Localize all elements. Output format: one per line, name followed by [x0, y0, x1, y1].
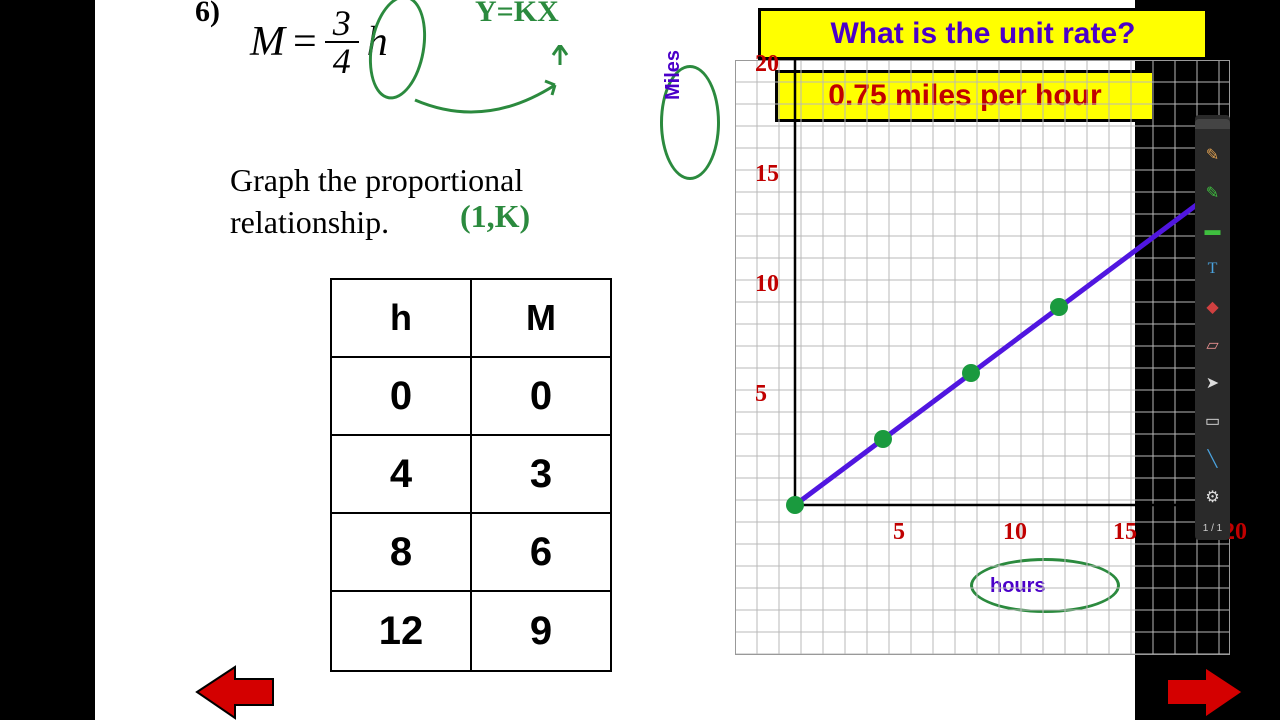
pen-green-icon[interactable]: ✎	[1201, 181, 1225, 205]
equation-lhs: M	[250, 18, 285, 66]
handwriting-arrow	[405, 45, 675, 135]
y-tick-label: 10	[755, 271, 779, 298]
handwriting-one-k: (1,K)	[460, 198, 530, 235]
pencil-icon[interactable]: ✎	[1201, 143, 1225, 167]
table-cell: 4	[331, 435, 471, 513]
annotation-toolbar[interactable]: ✎ ✎ ▬ T ◆ ▱ ➤ ▭ ╲ ⚙ 1 / 1	[1195, 115, 1230, 540]
data-table: hM 004386129	[330, 278, 612, 672]
shape-icon[interactable]: ◆	[1201, 295, 1225, 319]
y-tick-label: 15	[755, 161, 779, 188]
y-axis-label: Miles	[662, 50, 685, 100]
table-cell: 3	[471, 435, 611, 513]
proportional-graph	[735, 60, 1230, 655]
next-page-arrow[interactable]	[1165, 665, 1245, 720]
table-header: M	[471, 279, 611, 357]
x-tick-label: 10	[1003, 519, 1027, 546]
text-tool-icon[interactable]: T	[1201, 257, 1225, 281]
y-tick-label: 20	[755, 51, 779, 78]
fraction: 3 4	[325, 5, 359, 79]
toolbar-drag-handle[interactable]	[1195, 119, 1230, 129]
equation-equals: =	[293, 18, 317, 66]
table-cell: 0	[331, 357, 471, 435]
table-header: h	[331, 279, 471, 357]
equation: M = 3 4 h	[250, 5, 388, 79]
eraser-icon[interactable]: ▱	[1201, 333, 1225, 357]
handwriting-ykx: Y=KX	[475, 0, 559, 29]
x-tick-label: 15	[1113, 519, 1137, 546]
problem-number: 6)	[195, 0, 220, 29]
table-cell: 8	[331, 513, 471, 591]
table-row: 43	[331, 435, 611, 513]
x-tick-label: 5	[893, 519, 905, 546]
table-row: 129	[331, 591, 611, 671]
screen-icon[interactable]: ▭	[1201, 409, 1225, 433]
table-cell: 0	[471, 357, 611, 435]
table-cell: 6	[471, 513, 611, 591]
line-tool-icon[interactable]: ╲	[1201, 447, 1225, 471]
page-indicator: 1 / 1	[1203, 521, 1222, 536]
fraction-numerator: 3	[325, 5, 359, 43]
instruction-line1: Graph the proportional	[230, 160, 523, 202]
settings-icon[interactable]: ⚙	[1201, 485, 1225, 509]
table-cell: 9	[471, 591, 611, 671]
y-tick-label: 5	[755, 381, 767, 408]
table-row: 00	[331, 357, 611, 435]
table-row: 86	[331, 513, 611, 591]
pointer-icon[interactable]: ➤	[1201, 371, 1225, 395]
fraction-denominator: 4	[325, 43, 359, 79]
highlighter-icon[interactable]: ▬	[1201, 219, 1225, 243]
callout-question: What is the unit rate?	[758, 8, 1208, 60]
prev-page-arrow[interactable]	[195, 665, 275, 720]
whiteboard-canvas: 6) M = 3 4 h Y=KX Graph the proportional…	[95, 0, 1135, 720]
table-cell: 12	[331, 591, 471, 671]
